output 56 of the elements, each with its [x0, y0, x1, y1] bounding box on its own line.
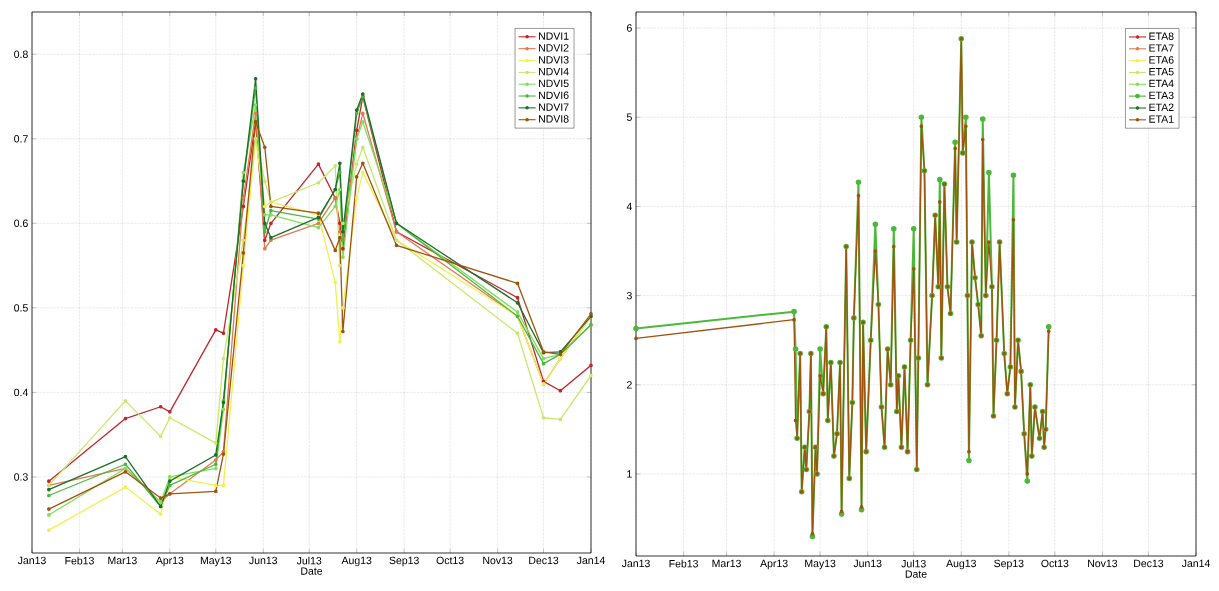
x-tick-label: May13: [200, 556, 232, 567]
y-tick-label: 0.8: [14, 50, 28, 58]
y-tick-label: 1: [627, 470, 632, 478]
x-tick-label: Oct13: [1041, 559, 1069, 568]
legend-label: NDVI4: [538, 67, 569, 76]
x-tick-label: Dec13: [1134, 559, 1164, 568]
x-tick-label: Jan13: [621, 559, 650, 568]
x-tick-label: May13: [805, 559, 836, 570]
x-tick-label: Aug13: [946, 559, 976, 570]
y-tick-label: 6: [627, 24, 632, 32]
x-tick-label: Mar13: [712, 559, 741, 568]
x-axis-title: Date: [301, 567, 323, 575]
x-tick-label: Feb13: [669, 559, 698, 568]
x-tick-label: Jan13: [17, 556, 46, 565]
legend-label: NDVI8: [538, 115, 569, 123]
x-tick-label: Nov13: [483, 556, 513, 565]
y-tick-label: 0.5: [14, 304, 28, 312]
y-tick-label: 4: [626, 202, 632, 211]
y-tick-label: 5: [626, 113, 632, 121]
legend-label: NDVI7: [538, 103, 569, 111]
x-tick-label: Feb13: [65, 556, 94, 565]
x-tick-label: Jun13: [853, 559, 882, 568]
legend-label: NDVI5: [538, 79, 569, 88]
x-tick-label: Nov13: [1088, 559, 1118, 568]
x-tick-label: Jul13: [901, 559, 926, 568]
x-tick-label: Apr13: [155, 556, 184, 567]
legend-label: ETA3: [1149, 91, 1174, 100]
y-tick-label: 0.7: [14, 135, 28, 143]
y-tick-label: 0.3: [14, 473, 28, 481]
legend-label: NDVI2: [538, 44, 569, 52]
legend-label: ETA4: [1149, 79, 1174, 88]
legend-label: ETA5: [1149, 68, 1174, 76]
y-tick-label: 0.6: [14, 219, 28, 228]
x-tick-label: Dec13: [529, 556, 559, 565]
y-tick-label: 0.4: [14, 388, 28, 397]
x-tick-label: Mar13: [108, 556, 137, 565]
legend-label: ETA1: [1149, 115, 1174, 123]
x-axis-title: Date: [905, 570, 927, 578]
y-tick-label: 3: [626, 291, 632, 300]
legend-label: ETA2: [1149, 103, 1174, 111]
x-tick-label: Jan14: [576, 556, 605, 565]
y-tick-label: 2: [627, 381, 632, 389]
legend-label: NDVI6: [538, 91, 569, 99]
legend-label: ETA7: [1149, 44, 1174, 52]
x-tick-label: Sep13: [994, 559, 1024, 570]
x-tick-label: Oct13: [436, 556, 464, 565]
x-tick-label: Jul13: [296, 556, 322, 565]
legend-label: ETA8: [1149, 32, 1174, 40]
x-tick-label: Jan14: [1181, 559, 1210, 568]
x-tick-label: Sep13: [389, 556, 419, 567]
x-tick-label: Jun13: [249, 556, 278, 565]
legend-label: ETA6: [1149, 56, 1174, 64]
x-tick-label: Apr13: [760, 559, 788, 570]
x-tick-label: Aug13: [341, 556, 372, 567]
legend-label: NDVI3: [538, 56, 569, 64]
legend-label: NDVI1: [538, 32, 569, 40]
